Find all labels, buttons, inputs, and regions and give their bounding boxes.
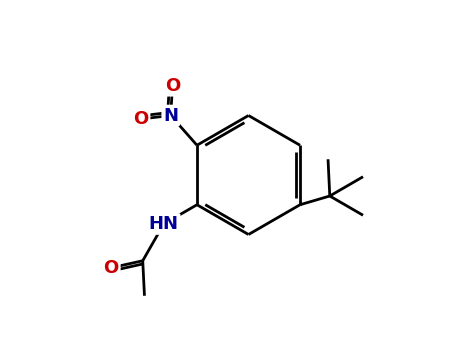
- Text: HN: HN: [149, 215, 179, 233]
- Text: N: N: [163, 106, 178, 125]
- Text: O: O: [165, 77, 180, 95]
- Text: O: O: [104, 259, 119, 277]
- Text: O: O: [133, 110, 149, 128]
